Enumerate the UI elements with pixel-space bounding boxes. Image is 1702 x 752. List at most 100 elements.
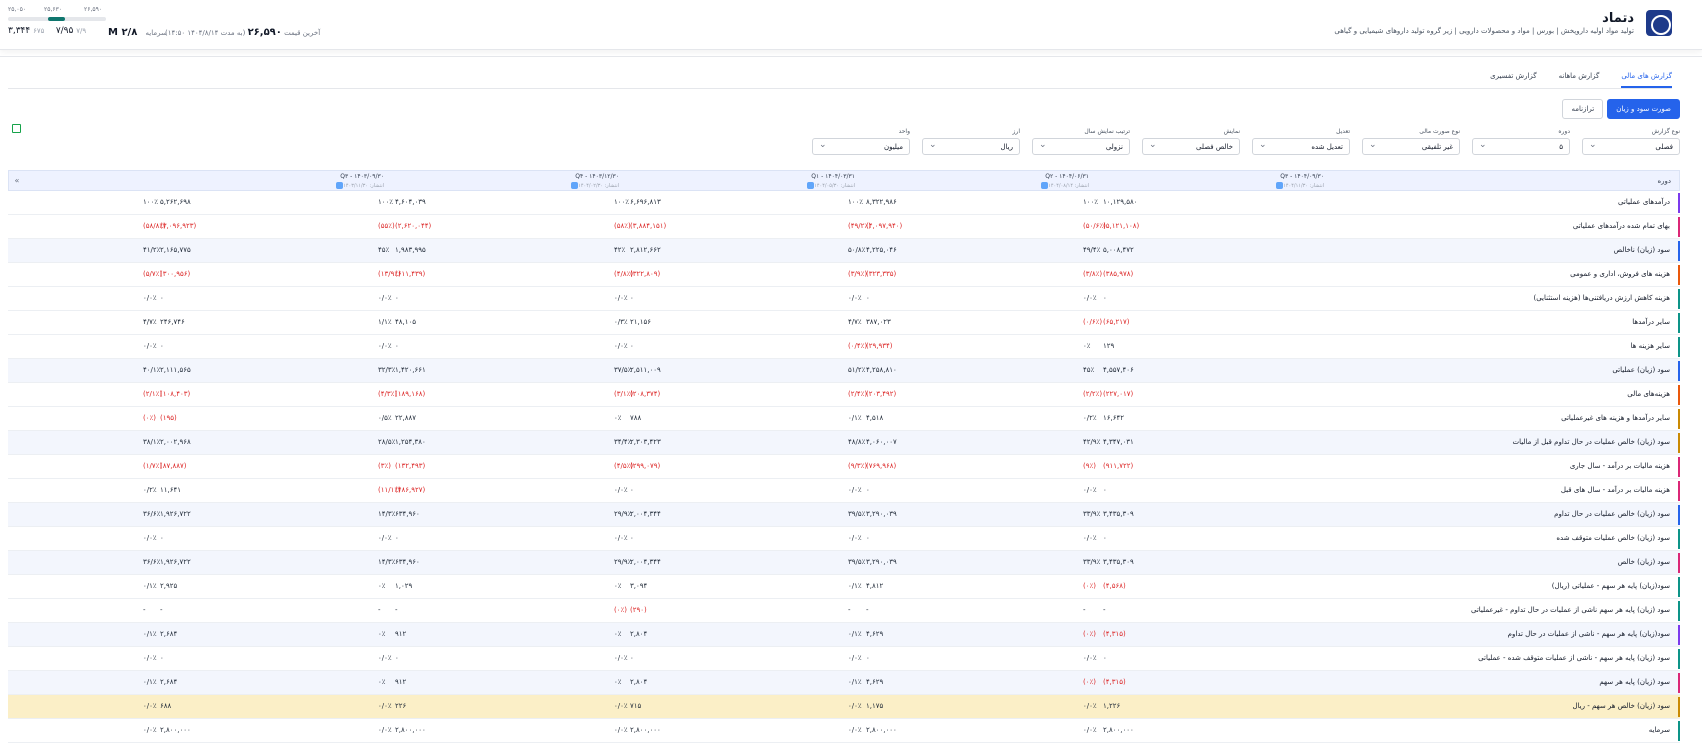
- report-link-icon[interactable]: [1041, 182, 1049, 189]
- report-tabs: گزارش های مالی گزارش ماهانه گزارش تفسیری: [1490, 72, 1672, 88]
- chevrons-left-icon[interactable]: »: [14, 176, 20, 185]
- table-row: سرمایه ۲,۸۰۰,۰۰۰ ۰/۰٪ ۲,۸۰۰,۰۰۰ ۰/۰٪ ۲,۸۰۰,۰۰…: [8, 719, 1680, 743]
- cell-percent: ۰٪: [614, 630, 622, 638]
- cell-percent: -: [143, 606, 146, 614]
- cell-value: ۸,۳۲۲,۹۸۶: [866, 198, 897, 206]
- row-label: سود (زیان) عملیاتی: [1612, 366, 1670, 374]
- filter-select[interactable]: خالص فصلی: [1142, 138, 1240, 155]
- row-accent: [1678, 457, 1680, 477]
- cell-value: ۰: [866, 486, 870, 494]
- cell-value: (۸۷,۸۸۷): [160, 462, 187, 470]
- cell-value: ۰: [1103, 294, 1107, 302]
- eps-muted: ۶۷۵: [33, 27, 45, 35]
- filter-select[interactable]: نزولی: [1032, 138, 1130, 155]
- tab-financial-reports[interactable]: گزارش های مالی: [1621, 72, 1672, 88]
- income-statement-button[interactable]: صورت سود و زیان: [1607, 99, 1680, 119]
- cell-percent: (۹٪): [1083, 462, 1096, 470]
- row-accent: [1678, 577, 1680, 597]
- row-accent: [1678, 601, 1680, 621]
- cell-value: ۵,۲۶۲,۶۹۸: [160, 198, 191, 206]
- filter-select[interactable]: ریال: [922, 138, 1020, 155]
- cell-value: ۰: [630, 534, 634, 542]
- cell-percent: ۱۰۰٪: [378, 198, 394, 206]
- row-accent: [1678, 433, 1680, 453]
- cell-value: ۲,۸۰۰,۰۰۰: [1103, 726, 1134, 734]
- report-link-icon[interactable]: [336, 182, 344, 189]
- column-title: Q۴ - ۱۴۰۳/۱۲/۳۰: [575, 173, 619, 180]
- tab-monthly-report[interactable]: گزارش ماهانه: [1558, 72, 1600, 80]
- cell-value: ۱۱,۶۴۱: [160, 486, 182, 494]
- cell-percent: (۰٪): [1083, 582, 1096, 590]
- cell-value: ۲,۸۱۲,۶۶۲: [630, 246, 661, 254]
- price-range-bar: ۲۵,۰۵۰ ۲۵,۶۳۰ ۲۶,۵۹۰: [8, 6, 106, 34]
- filter-select[interactable]: غیر تلفیقی: [1362, 138, 1460, 155]
- range-fill: [48, 17, 65, 21]
- cell-value: ۷۱۵: [630, 702, 642, 710]
- filter-select[interactable]: فصلی: [1582, 138, 1680, 155]
- company-logo-icon: [1646, 10, 1672, 36]
- cell-value: ۱,۰۲۹: [395, 582, 413, 590]
- cell-percent: -: [1083, 606, 1086, 614]
- top-header: دتماد تولید مواد اولیه داروپخش | بورس | …: [0, 0, 1702, 50]
- filter-label: دوره: [1558, 128, 1570, 135]
- row-accent: [1678, 385, 1680, 405]
- cell-percent: ۰/۰٪: [1083, 702, 1097, 710]
- cell-percent: ۳۲/۳٪: [378, 366, 396, 374]
- cell-percent: ۰/۳٪: [614, 318, 628, 326]
- cell-value: (۳۸۵,۹۷۸): [1103, 270, 1134, 278]
- cell-value: ۳۸۷,۰۲۳: [866, 318, 891, 326]
- filter-4: نمایش خالص فصلی: [1142, 128, 1240, 155]
- tab-interpretive-report[interactable]: گزارش تفسیری: [1490, 72, 1537, 80]
- filter-select[interactable]: میلیون: [812, 138, 910, 155]
- cell-value: ۰: [160, 294, 164, 302]
- row-label: هزینه مالیات بر درآمد - سال های قبل: [1560, 486, 1670, 494]
- cell-value: ۹۱۲: [395, 630, 407, 638]
- filter-select[interactable]: تعدیل شده: [1252, 138, 1350, 155]
- excel-export-icon[interactable]: [12, 124, 21, 133]
- tabs-divider: [8, 88, 1672, 89]
- cell-value: ۲,۰۰۲,۹۶۸: [160, 438, 191, 446]
- stock-symbol: دتماد: [1602, 11, 1634, 26]
- row-label: سرمایه: [1648, 726, 1670, 734]
- row-accent: [1678, 265, 1680, 285]
- cell-value: ۳,۰۹۴: [630, 582, 648, 590]
- cell-value: (۳,۸۸۴,۱۵۱): [630, 222, 667, 230]
- cell-value: ۰: [630, 342, 634, 350]
- last-price-label: آخرین قیمت: [284, 29, 321, 37]
- report-link-icon[interactable]: [571, 182, 579, 189]
- cell-value: ۲,۸۰۰,۰۰۰: [866, 726, 897, 734]
- cell-percent: ۳۶/۶٪: [143, 510, 161, 518]
- cell-percent: (۵۸٪): [614, 222, 631, 230]
- row-accent: [1678, 481, 1680, 501]
- cell-value: ۱,۱۷۵: [866, 702, 884, 710]
- cell-percent: ۰/۰٪: [848, 654, 862, 662]
- report-link-icon[interactable]: [807, 182, 815, 189]
- table-row: هزینه مالیات بر درآمد - سال جاری (۹۱۱,۷۲۲…: [8, 455, 1680, 479]
- column-header: Q۲ - ۱۴۰۴/۰۶/۳۱ انتشار: ۱۴۰۴/۰۸/۱۴: [899, 173, 1089, 189]
- balance-sheet-button[interactable]: ترازنامه: [1562, 99, 1604, 119]
- table-row: هزینه مالیات بر درآمد - سال های قبل ۰ ۰/۰٪…: [8, 479, 1680, 503]
- report-link-icon[interactable]: [1276, 182, 1284, 189]
- cell-value: ۰: [630, 294, 634, 302]
- cell-percent: ۰٪: [378, 582, 386, 590]
- cell-percent: (۴/۳٪): [378, 390, 398, 398]
- filter-select[interactable]: ۵: [1472, 138, 1570, 155]
- cell-value: ۲,۰۰۴,۳۴۴: [630, 510, 661, 518]
- row-accent: [1678, 217, 1680, 237]
- cell-percent: ۴۸/۸٪: [848, 438, 866, 446]
- table-row: سود(زیان) پایه هر سهم - ناشی از عملیات د…: [8, 623, 1680, 647]
- cell-percent: (۹/۳٪): [848, 462, 868, 470]
- cell-percent: ۰/۰٪: [848, 702, 862, 710]
- cell-percent: (۱۳/۹٪): [378, 270, 401, 278]
- cell-percent: ۰/۱٪: [848, 414, 862, 422]
- cell-value: ۹۱۲: [395, 678, 407, 686]
- cell-value: (۲۲۷,۰۱۷): [1103, 390, 1134, 398]
- table-row: سود(زیان) پایه هر سهم - عملیاتی (ریال) (۴…: [8, 575, 1680, 599]
- row-accent: [1678, 337, 1680, 357]
- table-body: درآمدهای عملیاتی ۱۰,۱۲۹,۵۸۰ ۱۰۰٪ ۸,۳۲۲,۹۸۶ ۱…: [8, 191, 1680, 743]
- row-label: سود (زیان) خالص عملیات متوقف شده: [1556, 534, 1670, 542]
- filter-5: ترتیب نمایش سال نزولی: [1032, 128, 1130, 155]
- cell-percent: (۳/۱٪): [614, 390, 634, 398]
- row-label: سود (زیان) پایه هر سهم ناشی از عملیات در…: [1471, 606, 1670, 614]
- filter-1: دوره ۵: [1472, 128, 1570, 155]
